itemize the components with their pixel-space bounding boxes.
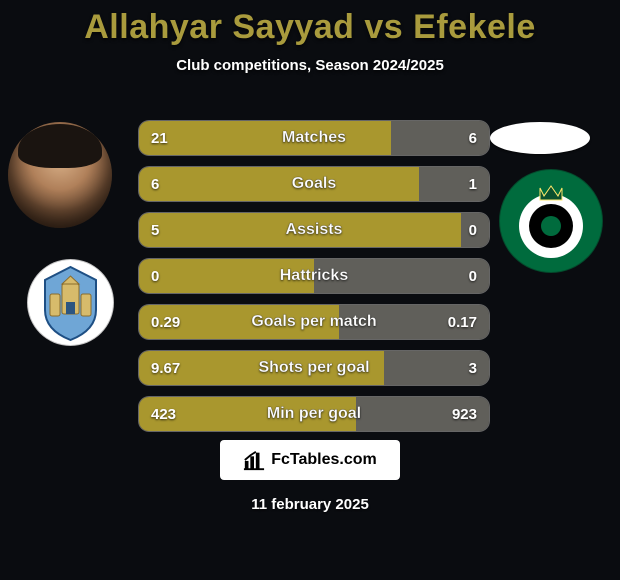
- stat-value-right: 0: [457, 213, 489, 247]
- stat-row: Min per goal423 923: [138, 396, 490, 432]
- credit-badge: FcTables.com: [220, 440, 400, 480]
- club-right-crest-icon: [500, 170, 602, 272]
- player-right-avatar: [490, 122, 590, 154]
- stat-value-right: 0.17: [436, 305, 489, 339]
- player-left-avatar: [8, 122, 112, 228]
- stats-bars: Matches216Goals61Assists50Hattricks00Goa…: [138, 120, 490, 442]
- club-left-crest-icon: [28, 260, 113, 345]
- stat-value-left: 423: [139, 397, 188, 431]
- stat-value-right: 923: [440, 397, 489, 431]
- stat-value-left: 21: [139, 121, 180, 155]
- stat-label: Goals: [139, 167, 489, 201]
- stat-value-right: 6: [457, 121, 489, 155]
- stat-label: Hattricks: [139, 259, 489, 293]
- date-line: 11 february 2025: [0, 496, 620, 513]
- stat-value-right: 3: [457, 351, 489, 385]
- club-right-crest: [500, 170, 602, 272]
- stat-row: Hattricks0 0: [138, 258, 490, 294]
- stat-value-left: 0.29: [139, 305, 192, 339]
- stat-value-left: 0: [139, 259, 171, 293]
- stat-row: Assists5 0: [138, 212, 490, 248]
- stat-value-left: 5: [139, 213, 171, 247]
- stat-value-left: 6: [139, 167, 171, 201]
- stat-value-right: 1: [457, 167, 489, 201]
- chart-icon: [243, 449, 265, 471]
- stat-row: Matches21 6: [138, 120, 490, 156]
- page-title: Allahyar Sayyad vs Efekele: [0, 0, 620, 47]
- stat-label: Assists: [139, 213, 489, 247]
- stat-label: Min per goal: [139, 397, 489, 431]
- stat-value-right: 0: [457, 259, 489, 293]
- stat-row: Goals6 1: [138, 166, 490, 202]
- stat-row: Shots per goal9.673: [138, 350, 490, 386]
- stat-value-left: 9.67: [139, 351, 192, 385]
- credit-text: FcTables.com: [271, 451, 377, 469]
- stat-label: Matches: [139, 121, 489, 155]
- stat-row: Goals per match0.290.17: [138, 304, 490, 340]
- club-left-crest: [28, 260, 113, 345]
- page-subtitle: Club competitions, Season 2024/2025: [0, 57, 620, 74]
